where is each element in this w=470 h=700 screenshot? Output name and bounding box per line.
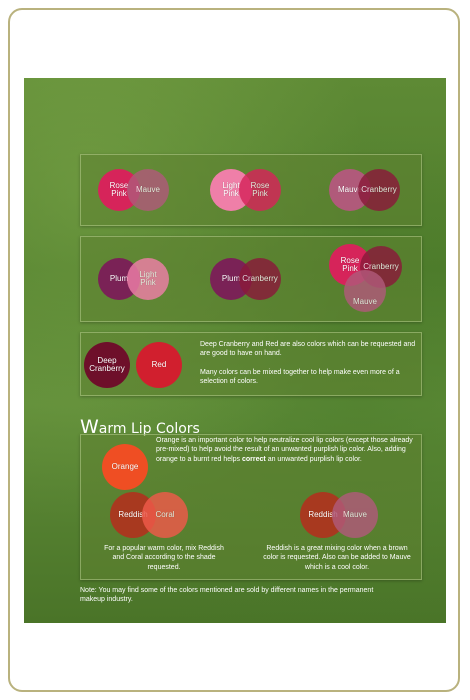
circle-mauve: Mauve bbox=[332, 492, 378, 538]
deep-cranberry-red-text: Deep Cranberry and Red are also colors w… bbox=[200, 341, 416, 358]
circle-orange: Orange bbox=[102, 444, 148, 490]
circle-mauve: Mauve bbox=[344, 270, 386, 312]
circle-mauve: Mauve bbox=[127, 169, 169, 211]
circle-coral: Coral bbox=[142, 492, 188, 538]
circle-rose-pink: Rose Pink bbox=[239, 169, 281, 211]
circle-cranberry: Cranberry bbox=[358, 169, 400, 211]
reddish-coral-text: For a popular warm color, mix Reddish an… bbox=[104, 545, 224, 571]
mixing-text: Many colors can be mixed together to hel… bbox=[200, 369, 400, 386]
reddish-mauve-text: Reddish is a great mixing color when a b… bbox=[263, 545, 411, 571]
circle-cranberry: Cranberry bbox=[239, 258, 281, 300]
footnote: Note: You may find some of the colors me… bbox=[80, 587, 374, 604]
circle-light-pink: Light Pink bbox=[127, 258, 169, 300]
circle-deep-cranberry: Deep Cranberry bbox=[84, 342, 130, 388]
circle-red: Red bbox=[136, 342, 182, 388]
orange-text: Orange is an important color to help neu… bbox=[156, 437, 413, 463]
lip-color-page: Rose Pink Mauve Light Pink Rose Pink Mau… bbox=[24, 78, 446, 623]
warm-lip-colors-title: Warm Lip Colors bbox=[80, 416, 200, 438]
